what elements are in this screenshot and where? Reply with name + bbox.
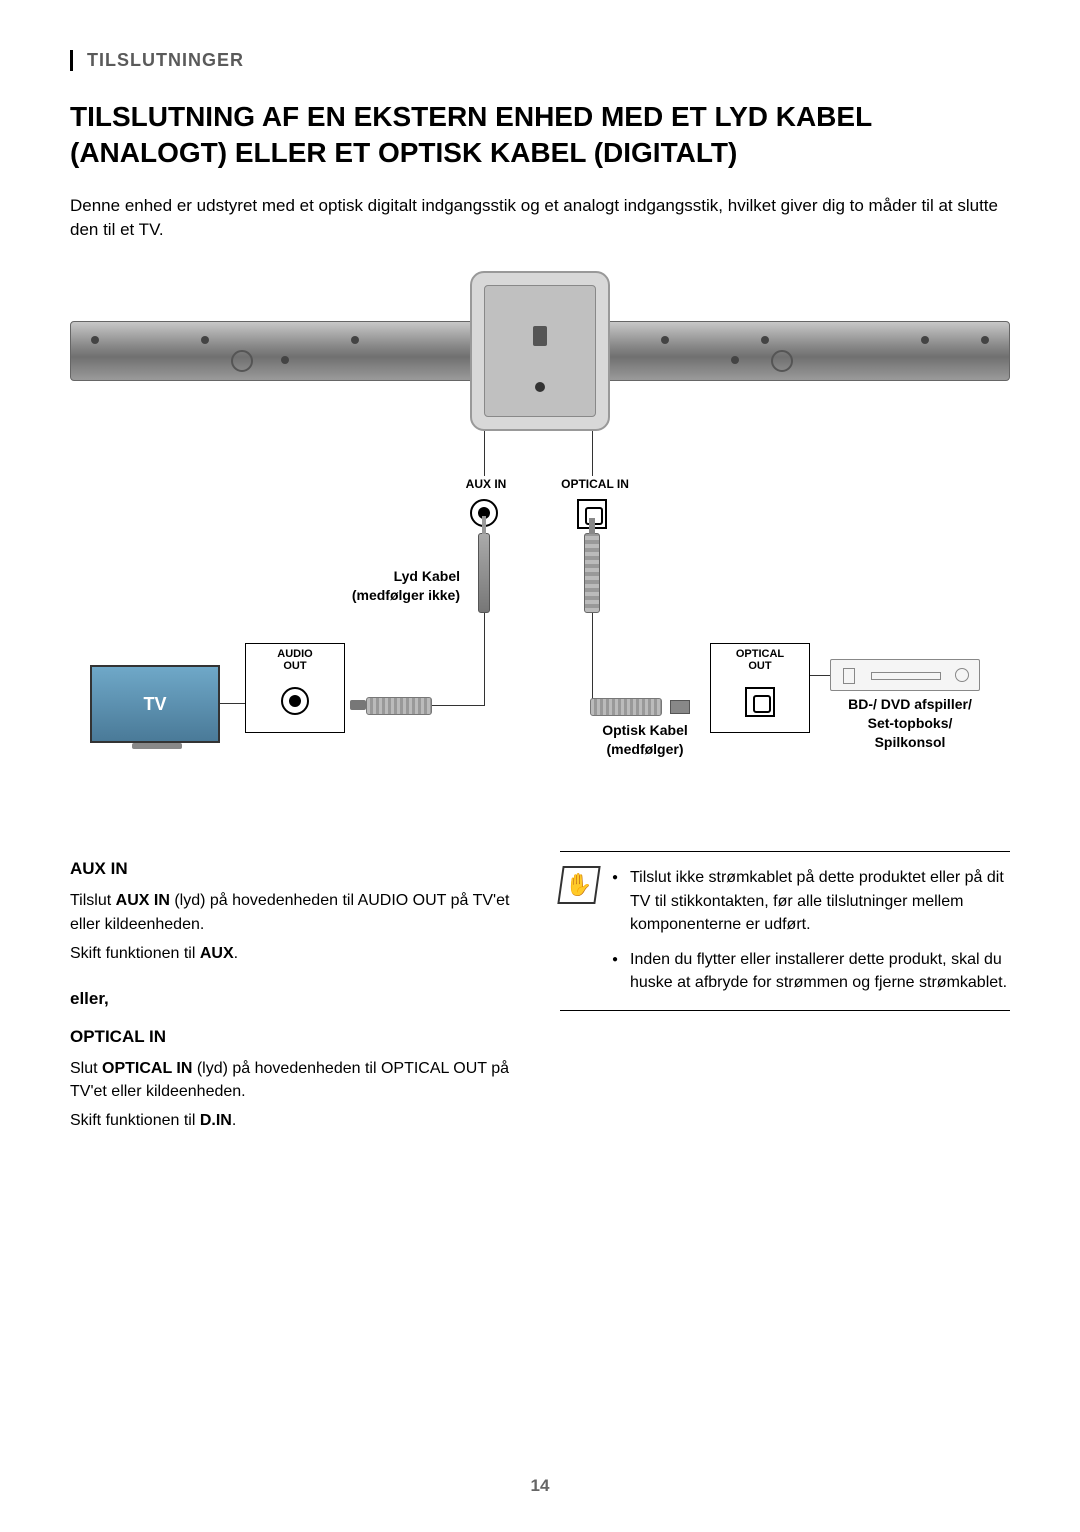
optical-plug-horizontal <box>590 697 690 715</box>
right-column: ✋ Tilslut ikke strømkablet på dette prod… <box>560 851 1010 1138</box>
caution-bullets: Tilslut ikke strømkablet på dette produk… <box>612 866 1010 1006</box>
aux-in-heading: AUX IN <box>70 859 520 879</box>
audio-out-box: AUDIOOUT <box>245 643 345 733</box>
optical-cable-graphic <box>584 533 600 613</box>
eller-heading: eller, <box>70 989 520 1009</box>
optical-paragraph-1: Slut OPTICAL IN (lyd) på hovedenheden ti… <box>70 1057 520 1103</box>
optisk-kabel-label: Optisk Kabel (medfølger) <box>570 721 720 757</box>
optical-paragraph-2: Skift funktionen til D.IN. <box>70 1109 520 1132</box>
zoom-detail <box>470 271 610 431</box>
bullet-2: Inden du flytter eller installerer dette… <box>612 948 1010 994</box>
lyd-kabel-label: Lyd Kabel (medfølger ikke) <box>330 567 460 603</box>
bullet-1: Tilslut ikke strømkablet på dette produk… <box>612 866 1010 936</box>
aux-plug-horizontal <box>350 697 430 713</box>
aux-cable-graphic <box>478 533 490 613</box>
bd-player-label: BD-/ DVD afspiller/ Set-topboks/ Spilkon… <box>825 695 995 752</box>
aux-paragraph-2: Skift funktionen til AUX. <box>70 942 520 965</box>
optical-in-heading: OPTICAL IN <box>70 1027 520 1047</box>
optical-in-label: OPTICAL IN <box>555 477 635 491</box>
caution-icon: ✋ <box>557 866 600 904</box>
divider-bottom <box>560 1010 1010 1011</box>
bd-player-graphic <box>830 659 980 691</box>
intro-paragraph: Denne enhed er udstyret med et optisk di… <box>70 194 1010 242</box>
caution-note: ✋ Tilslut ikke strømkablet på dette prod… <box>560 866 1010 1006</box>
instruction-columns: AUX IN Tilslut AUX IN (lyd) på hovedenhe… <box>70 851 1010 1138</box>
section-label: TILSLUTNINGER <box>87 50 1010 71</box>
left-column: AUX IN Tilslut AUX IN (lyd) på hovedenhe… <box>70 851 520 1138</box>
divider-top <box>560 851 1010 852</box>
page-number: 14 <box>0 1476 1080 1496</box>
page-title: TILSLUTNING AF EN EKSTERN ENHED MED ET L… <box>70 99 1010 172</box>
aux-paragraph-1: Tilslut AUX IN (lyd) på hovedenheden til… <box>70 889 520 935</box>
aux-in-label: AUX IN <box>456 477 516 491</box>
connection-diagram: AUX IN OPTICAL IN Lyd Kabel (medfølger i… <box>70 271 1010 791</box>
section-header: TILSLUTNINGER <box>70 50 1010 71</box>
tv-graphic: TV <box>90 665 220 743</box>
optical-out-box: OPTICALOUT <box>710 643 810 733</box>
